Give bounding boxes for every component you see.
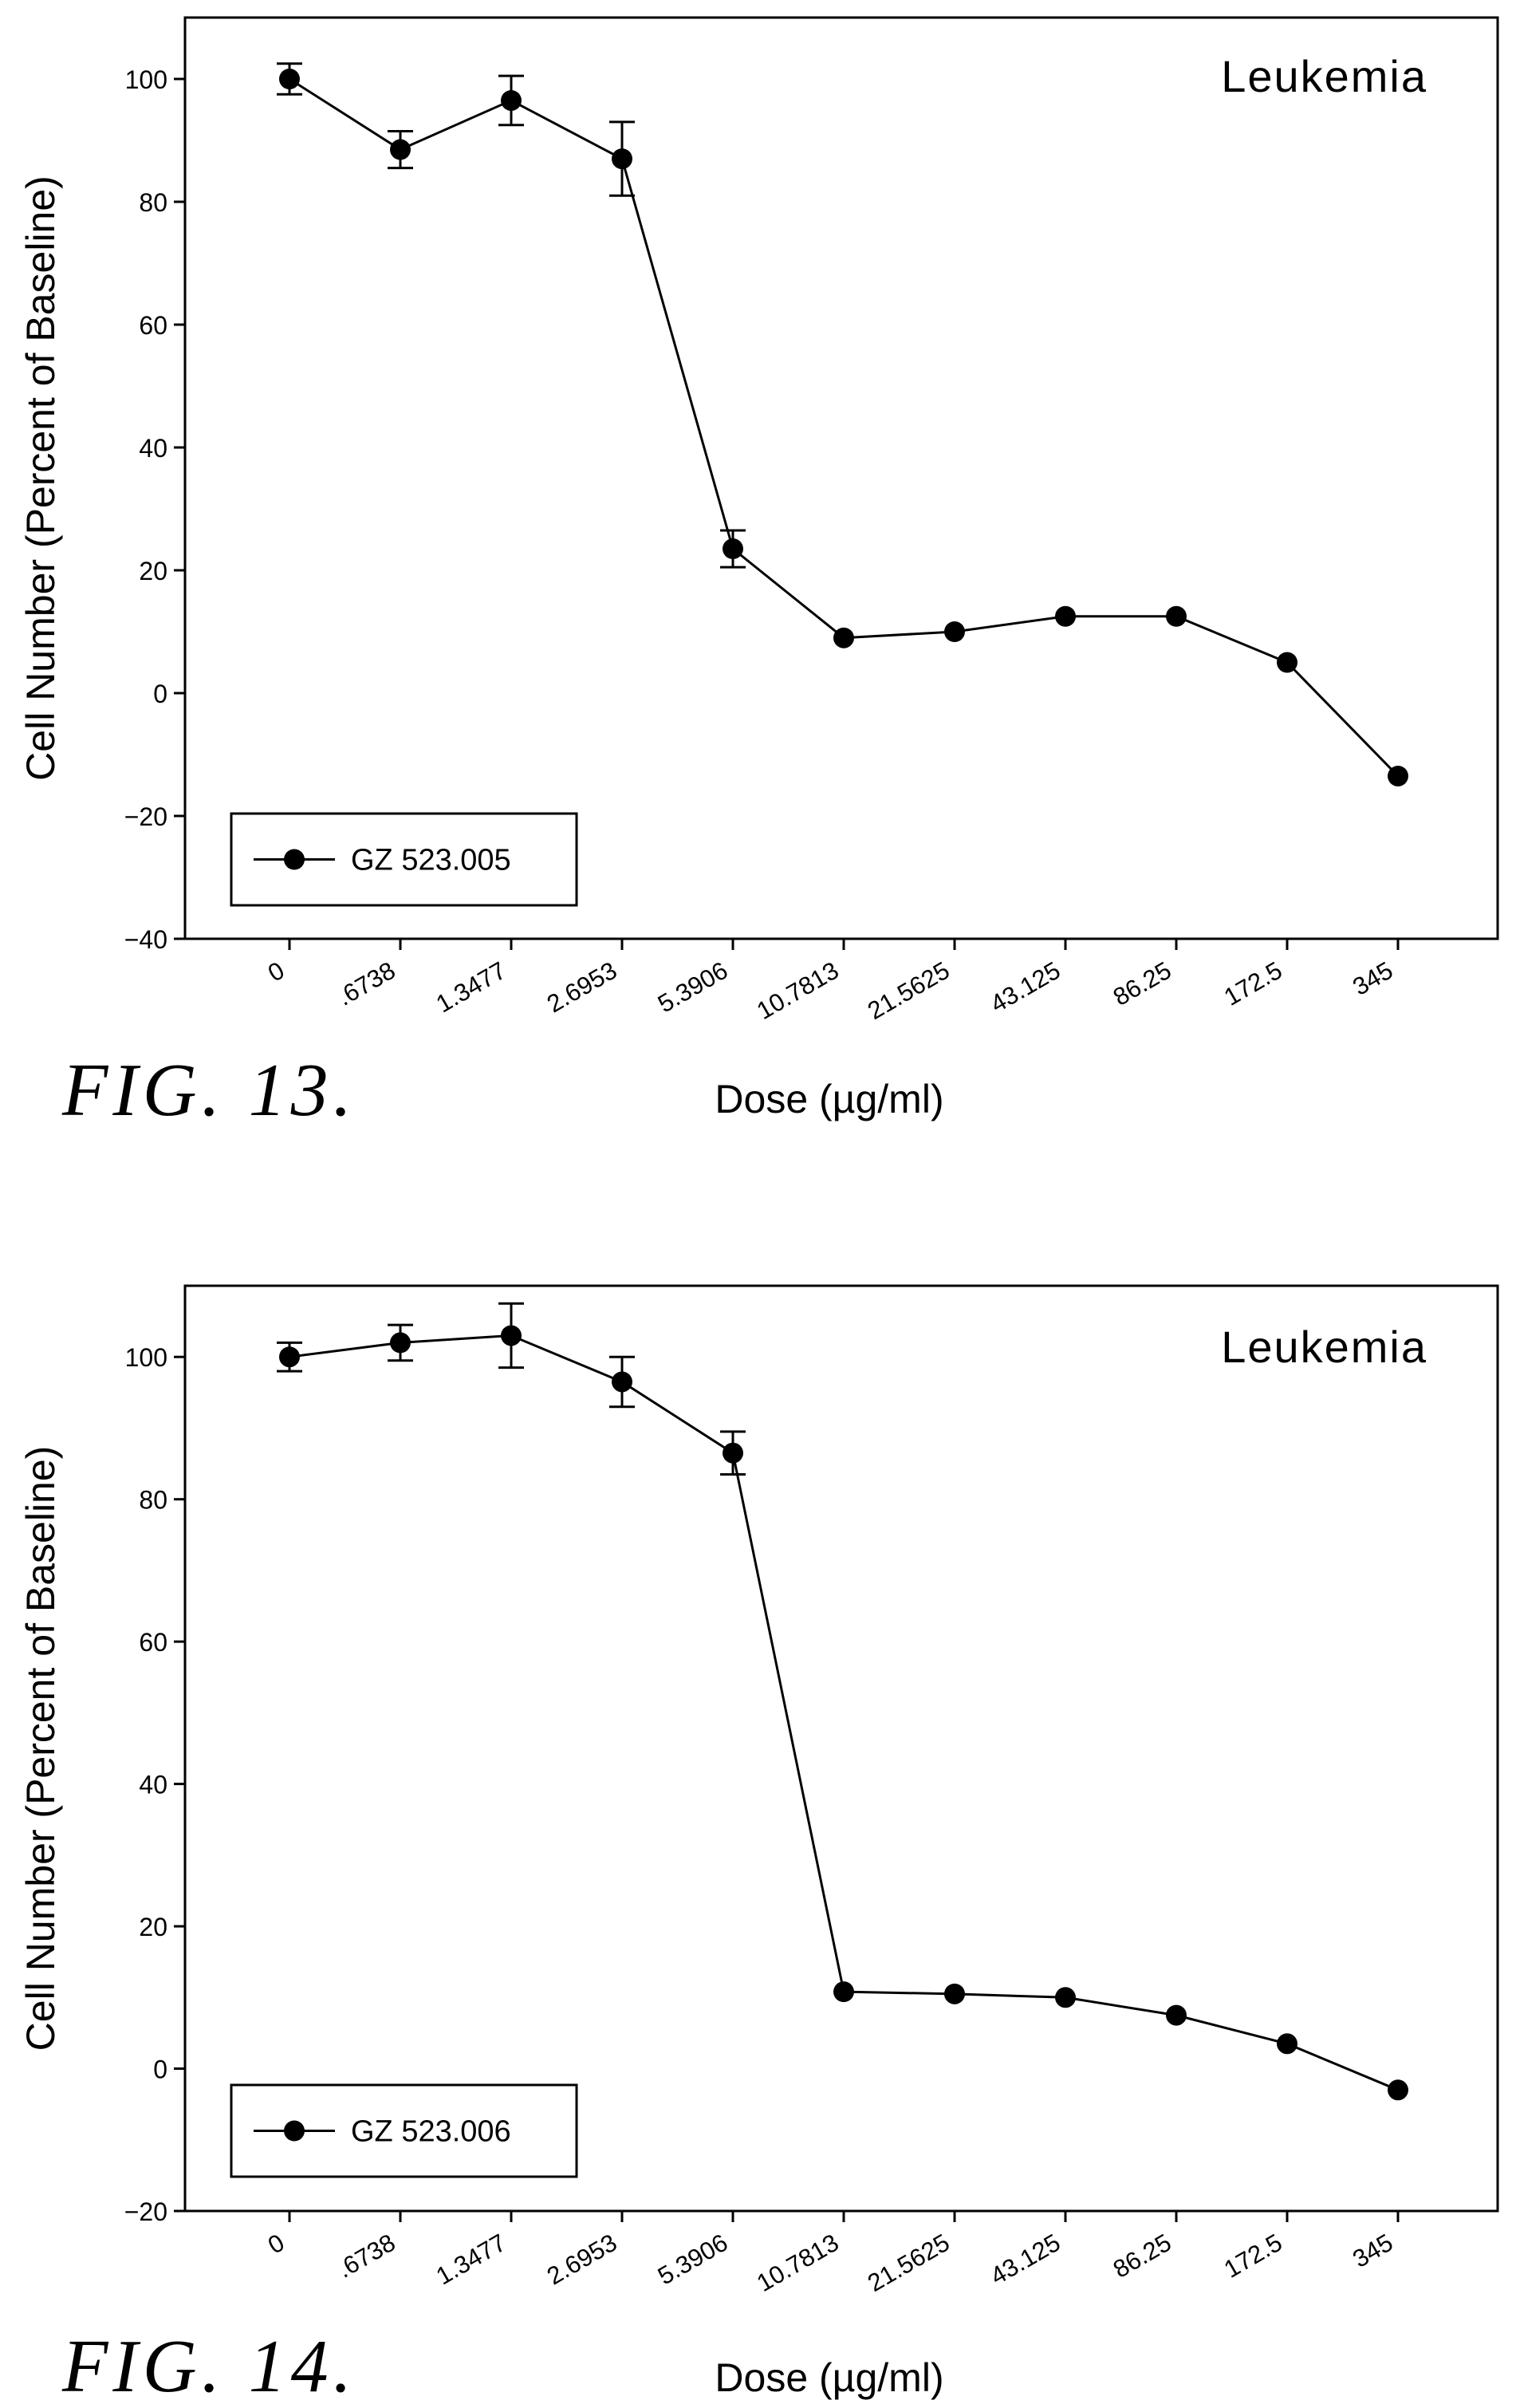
data-point: [279, 1346, 300, 1368]
series-line: [289, 1334, 1399, 2091]
y-axis-label: Cell Number (Percent of Baseline): [18, 175, 63, 781]
chart-1: −40 −20 0 20 40 60 80 100 0 .6738 1.3477 2.6953 5.39…: [18, 16, 1499, 1132]
data-point: [833, 1981, 854, 2003]
y-tick-label: −20: [124, 2197, 167, 2226]
x-tick-label: 5.3906: [653, 956, 733, 1019]
data-point: [501, 89, 522, 111]
data-point: [1277, 2033, 1297, 2055]
data-point: [944, 1983, 965, 2004]
x-tick-label: 2.6953: [542, 956, 622, 1019]
y-tick-label: 80: [139, 1486, 167, 1515]
data-point: [1388, 765, 1408, 786]
y-tick-label: 40: [139, 1771, 167, 1799]
x-tick-label: 172.5: [1219, 956, 1287, 1011]
x-tick-label: 2.6953: [542, 2229, 622, 2291]
x-tick-label: 43.125: [986, 956, 1065, 1019]
data-point: [501, 1325, 522, 1346]
x-tick-label: .6738: [333, 956, 400, 1011]
x-axis-label: Dose (µg/ml): [715, 1077, 943, 1121]
x-tick-label: 5.3906: [653, 2229, 733, 2291]
figure-label: FIG. 14.: [61, 2325, 356, 2408]
x-tick-label: 0: [263, 956, 289, 987]
x-tick-label: 1.3477: [431, 2229, 511, 2291]
data-point: [390, 1332, 411, 1354]
data-point: [723, 1442, 743, 1464]
chart-annotation: Leukemia: [1221, 51, 1427, 101]
y-tick-label: 60: [139, 1628, 167, 1657]
data-point: [279, 69, 300, 89]
y-tick-label: 60: [139, 311, 167, 340]
legend-marker: [284, 849, 305, 870]
y-tick-label: 80: [139, 188, 167, 217]
data-point: [612, 1371, 632, 1393]
data-point: [723, 538, 743, 560]
chart-annotation: Leukemia: [1221, 1322, 1427, 1372]
data-point: [1166, 605, 1187, 627]
data-point: [612, 148, 632, 170]
figure-label: FIG. 13.: [61, 1049, 356, 1132]
x-axis-label: Dose (µg/ml): [715, 2355, 943, 2400]
x-tick-label: 43.125: [986, 2229, 1065, 2291]
x-tick-label: 21.5625: [863, 2229, 955, 2297]
data-point: [1055, 605, 1076, 627]
y-tick-label: −40: [124, 925, 167, 954]
x-tick-label: 1.3477: [431, 956, 511, 1019]
legend-label: GZ 523.005: [351, 844, 511, 877]
x-tick-label: 345: [1348, 2229, 1397, 2273]
y-tick-label: 40: [139, 434, 167, 463]
series-line: [289, 77, 1400, 777]
y-axis-label: Cell Number (Percent of Baseline): [18, 1446, 63, 2051]
y-tick-label: 0: [153, 680, 167, 708]
legend-label: GZ 523.006: [351, 2115, 511, 2149]
data-point: [1055, 1987, 1076, 2008]
y-tick-label: 20: [139, 557, 167, 585]
data-point: [390, 139, 411, 160]
x-tick-label: 10.7813: [752, 956, 844, 1025]
data-point: [1277, 652, 1297, 673]
x-tick-label: 345: [1348, 956, 1397, 1001]
plot-frame: [183, 16, 1499, 940]
y-tick-label: 20: [139, 1913, 167, 1941]
x-tick-label: 172.5: [1219, 2229, 1287, 2284]
x-tick-label: 10.7813: [752, 2229, 844, 2297]
x-tick-label: 21.5625: [863, 956, 955, 1025]
x-tick-label: 86.25: [1108, 2229, 1176, 2284]
data-point: [1166, 2004, 1187, 2026]
plot-frame: [183, 1284, 1499, 2213]
x-tick-label: 0: [263, 2229, 289, 2260]
x-tick-label: 86.25: [1108, 956, 1176, 1011]
y-tick-label: 100: [125, 65, 167, 94]
chart-2: −20 0 20 40 60 80 100 0 .6738 1.3477 2.6953 5.3906 1…: [18, 1284, 1499, 2408]
y-tick-label: 100: [125, 1343, 167, 1372]
data-point: [944, 621, 965, 642]
x-tick-label: .6738: [333, 2229, 400, 2284]
y-tick-label: −20: [124, 802, 167, 831]
y-tick-label: 0: [153, 2055, 167, 2084]
data-point: [833, 627, 854, 648]
data-point: [1388, 2079, 1408, 2101]
legend-marker: [284, 2120, 305, 2142]
